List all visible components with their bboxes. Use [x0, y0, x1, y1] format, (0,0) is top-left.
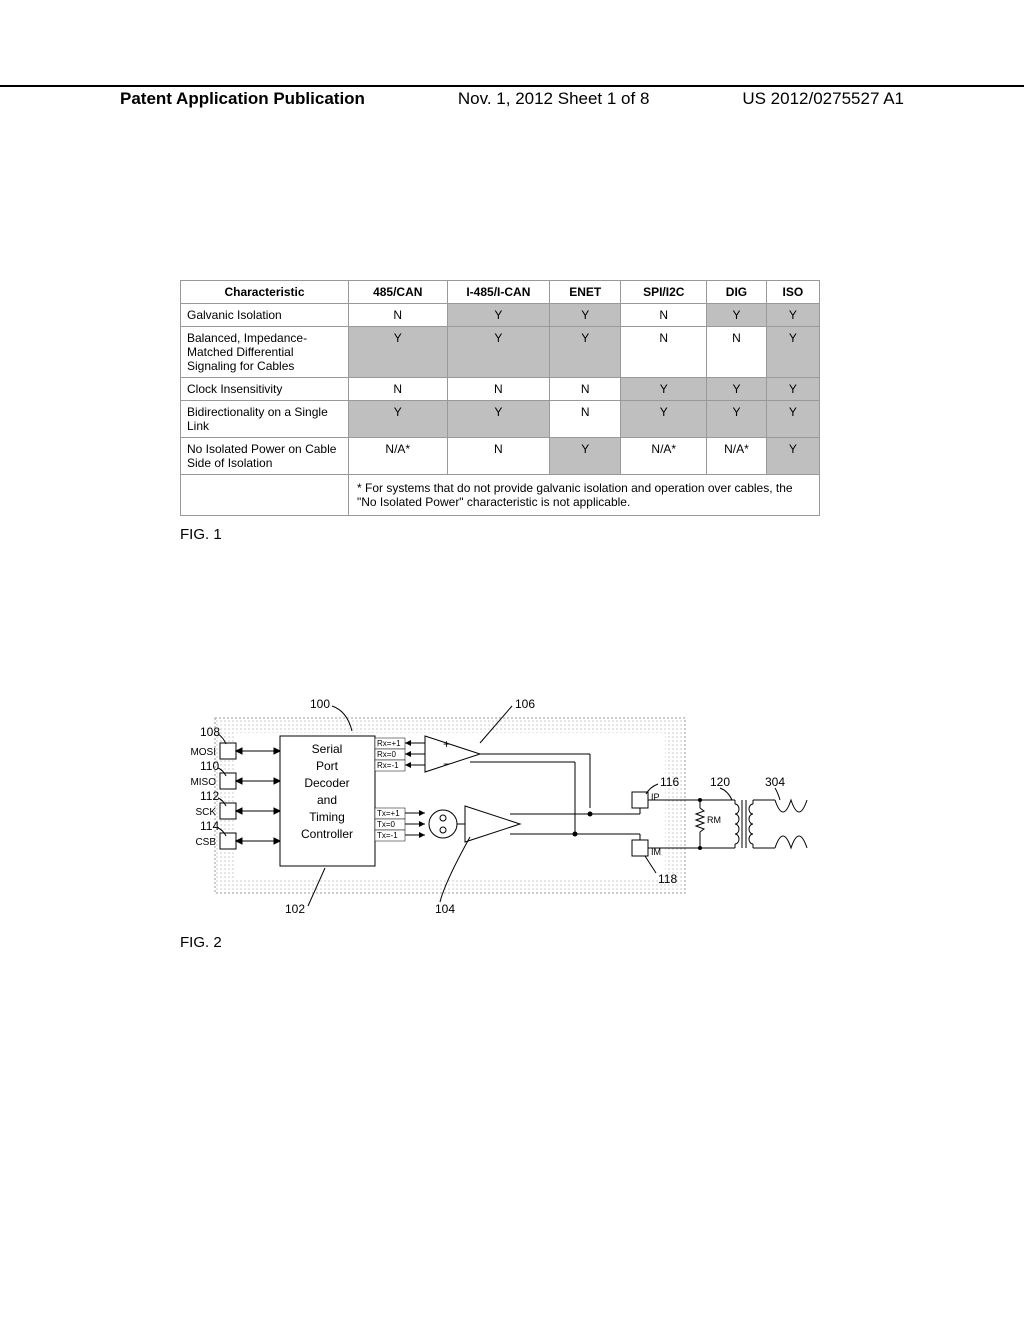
- cell: N: [447, 438, 550, 475]
- footnote-row: * For systems that do not provide galvan…: [181, 475, 820, 516]
- col-dig: DIG: [707, 281, 767, 304]
- cell: N: [550, 378, 621, 401]
- svg-text:100: 100: [310, 697, 330, 711]
- cell: N/A*: [707, 438, 767, 475]
- table-row: Balanced, Impedance-Matched Differential…: [181, 327, 820, 378]
- block-diagram: MOSI MISO SCK CSB: [180, 688, 820, 928]
- col-characteristic: Characteristic: [181, 281, 349, 304]
- svg-text:Port: Port: [316, 759, 339, 773]
- svg-text:Rx=0: Rx=0: [377, 750, 396, 759]
- cell: Y: [707, 378, 767, 401]
- col-enet: ENET: [550, 281, 621, 304]
- twisted-pair-icon: [775, 800, 807, 848]
- svg-text:118: 118: [658, 872, 677, 886]
- footnote-text: * For systems that do not provide galvan…: [349, 475, 820, 516]
- svg-text:116: 116: [660, 775, 679, 789]
- svg-text:RM: RM: [707, 815, 721, 825]
- comparison-table: Characteristic 485/CAN I-485/I-CAN ENET …: [180, 280, 820, 516]
- table-row: Clock InsensitivityNNNYYY: [181, 378, 820, 401]
- svg-text:SCK: SCK: [195, 807, 216, 818]
- cell: Y: [766, 401, 819, 438]
- footnote-empty: [181, 475, 349, 516]
- svg-text:112: 112: [200, 789, 219, 803]
- table-row: No Isolated Power on Cable Side of Isola…: [181, 438, 820, 475]
- svg-text:114: 114: [200, 819, 219, 833]
- svg-text:+: +: [443, 737, 450, 751]
- current-source-icon: [429, 810, 457, 838]
- svg-text:Tx=+1: Tx=+1: [377, 809, 400, 818]
- diagram-svg: MOSI MISO SCK CSB: [180, 688, 820, 928]
- cell: Y: [447, 401, 550, 438]
- svg-text:and: and: [317, 793, 337, 807]
- svg-text:304: 304: [765, 775, 785, 789]
- page-header: Patent Application Publication Nov. 1, 2…: [0, 85, 1024, 109]
- cell: Y: [349, 327, 448, 378]
- row-label: Balanced, Impedance-Matched Differential…: [181, 327, 349, 378]
- cell: Y: [707, 401, 767, 438]
- svg-text:MOSI: MOSI: [190, 747, 216, 758]
- table-row: Bidirectionality on a Single LinkYYNYYY: [181, 401, 820, 438]
- cell: N: [621, 327, 707, 378]
- header-right: US 2012/0275527 A1: [742, 89, 1024, 109]
- header-center: Nov. 1, 2012 Sheet 1 of 8: [458, 89, 650, 109]
- cell: N/A*: [349, 438, 448, 475]
- table-row: Galvanic IsolationNYYNYY: [181, 304, 820, 327]
- row-label: No Isolated Power on Cable Side of Isola…: [181, 438, 349, 475]
- svg-text:Timing: Timing: [309, 810, 345, 824]
- svg-text:108: 108: [200, 725, 220, 739]
- svg-text:Tx=-1: Tx=-1: [377, 831, 398, 840]
- col-spi: SPI/I2C: [621, 281, 707, 304]
- fig2-container: MOSI MISO SCK CSB: [180, 688, 820, 951]
- cell: Y: [766, 304, 819, 327]
- pin-mosi: MOSI: [190, 743, 236, 759]
- cell: Y: [447, 304, 550, 327]
- svg-text:Decoder: Decoder: [304, 776, 349, 790]
- cell: N: [349, 378, 448, 401]
- cell: Y: [550, 304, 621, 327]
- svg-text:CSB: CSB: [195, 837, 216, 848]
- pin-miso: MISO: [190, 773, 236, 789]
- fig1-label: FIG. 1: [180, 526, 820, 543]
- col-iso: ISO: [766, 281, 819, 304]
- fig2-label: FIG. 2: [180, 934, 820, 951]
- cell: N: [447, 378, 550, 401]
- col-i485: I-485/I-CAN: [447, 281, 550, 304]
- header-left: Patent Application Publication: [0, 89, 365, 109]
- svg-text:Tx=0: Tx=0: [377, 820, 396, 829]
- row-label: Bidirectionality on a Single Link: [181, 401, 349, 438]
- svg-text:104: 104: [435, 902, 455, 916]
- svg-text:−: −: [443, 757, 450, 771]
- svg-text:Rx=+1: Rx=+1: [377, 739, 401, 748]
- table-header-row: Characteristic 485/CAN I-485/I-CAN ENET …: [181, 281, 820, 304]
- cell: N: [550, 401, 621, 438]
- fig1-container: Characteristic 485/CAN I-485/I-CAN ENET …: [180, 280, 820, 543]
- cell: N: [621, 304, 707, 327]
- svg-text:Serial: Serial: [312, 742, 343, 756]
- cell: Y: [707, 304, 767, 327]
- svg-text:Rx=-1: Rx=-1: [377, 761, 399, 770]
- col-485can: 485/CAN: [349, 281, 448, 304]
- svg-text:120: 120: [710, 775, 730, 789]
- svg-text:110: 110: [200, 759, 219, 773]
- svg-text:102: 102: [285, 902, 305, 916]
- cell: Y: [621, 378, 707, 401]
- cell: Y: [349, 401, 448, 438]
- svg-text:Controller: Controller: [301, 827, 353, 841]
- cell: Y: [766, 438, 819, 475]
- svg-text:MISO: MISO: [190, 777, 216, 788]
- row-label: Clock Insensitivity: [181, 378, 349, 401]
- cell: Y: [621, 401, 707, 438]
- cell: Y: [550, 327, 621, 378]
- cell: Y: [447, 327, 550, 378]
- cell: N/A*: [621, 438, 707, 475]
- row-label: Galvanic Isolation: [181, 304, 349, 327]
- cell: Y: [766, 327, 819, 378]
- resistor-rm: RM: [696, 798, 721, 850]
- cell: N: [707, 327, 767, 378]
- transformer-icon: [720, 800, 775, 848]
- cell: N: [349, 304, 448, 327]
- cell: Y: [766, 378, 819, 401]
- cell: Y: [550, 438, 621, 475]
- svg-text:106: 106: [515, 697, 535, 711]
